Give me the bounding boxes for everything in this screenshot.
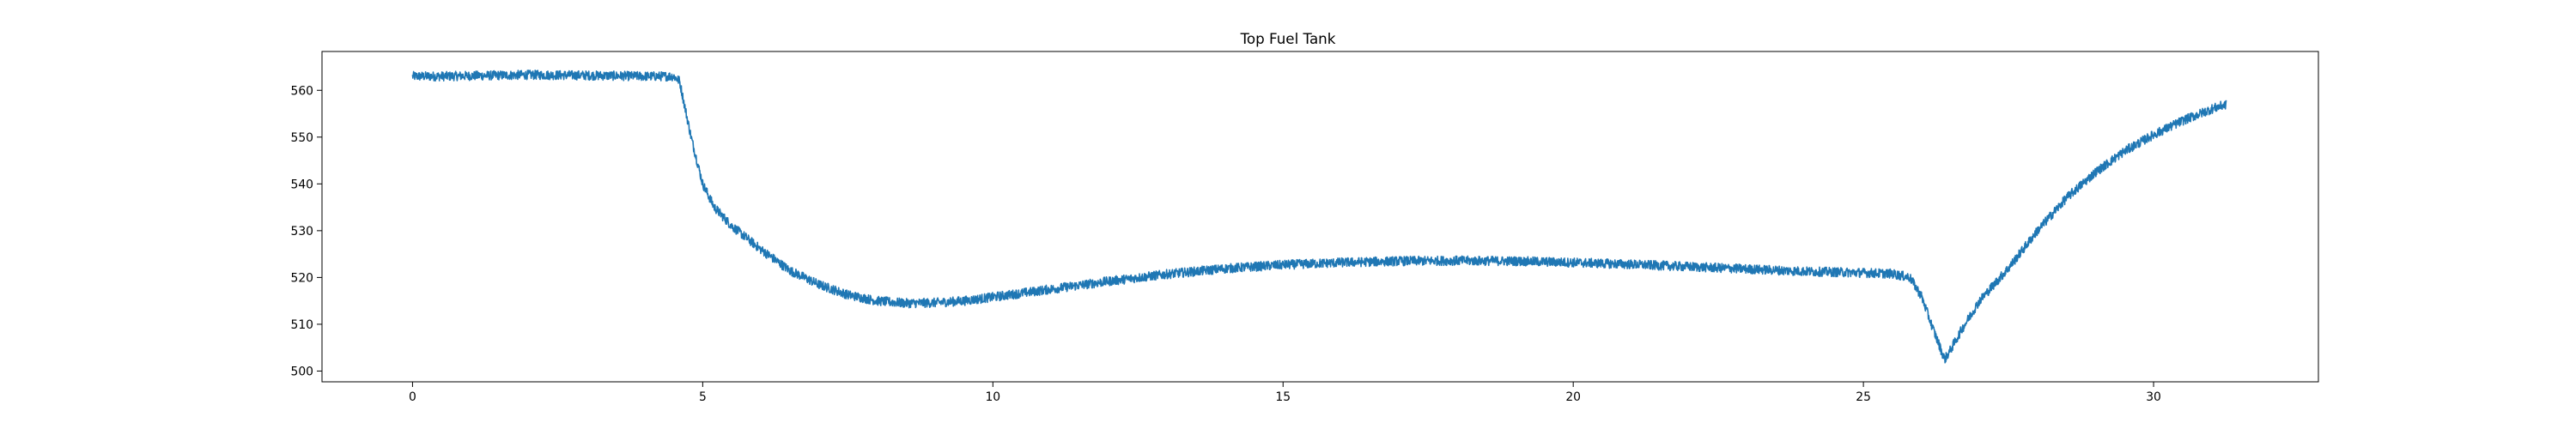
x-tick-label: 30 <box>2146 390 2161 404</box>
x-tick-label: 5 <box>699 390 707 404</box>
y-tick-label: 550 <box>290 131 313 145</box>
x-tick-label: 10 <box>985 390 1000 404</box>
y-tick-label: 510 <box>290 318 313 332</box>
y-tick-label: 530 <box>290 225 313 239</box>
y-tick-label: 560 <box>290 84 313 98</box>
y-tick-label: 500 <box>290 365 313 378</box>
y-tick-label: 520 <box>290 271 313 285</box>
plot-area <box>411 69 2227 364</box>
x-tick-label: 0 <box>409 390 416 404</box>
y-tick-label: 540 <box>290 178 313 191</box>
chart-title: Top Fuel Tank <box>1240 30 1336 47</box>
series-line <box>411 69 2227 364</box>
x-tick-label: 25 <box>1856 390 1871 404</box>
x-axis: 0 5 10 15 20 25 30 <box>409 382 2161 404</box>
x-tick-label: 20 <box>1565 390 1581 404</box>
y-axis: 500 510 520 530 540 550 560 <box>290 84 322 378</box>
plot-frame <box>321 51 2319 383</box>
x-tick-label: 15 <box>1275 390 1291 404</box>
